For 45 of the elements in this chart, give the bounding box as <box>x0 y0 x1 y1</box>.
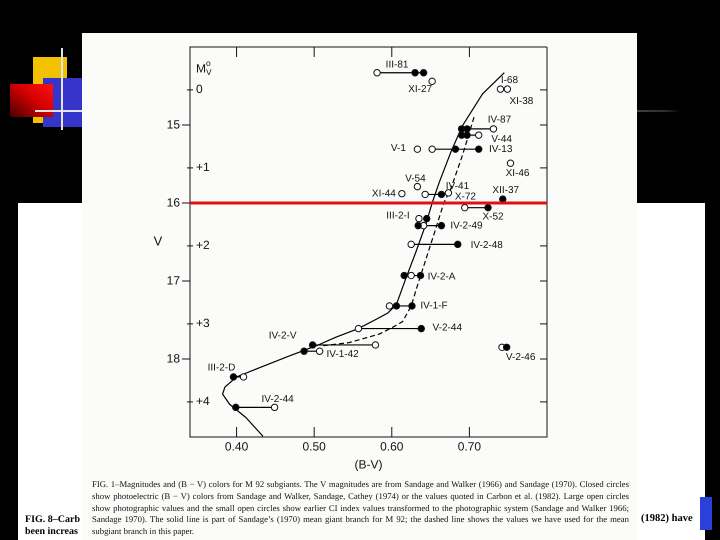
y2-tick-label: 0 <box>196 82 203 96</box>
text: (1982) have <box>641 513 693 524</box>
annotation: IV-2-V <box>268 330 297 342</box>
annotation: III-2-D <box>208 362 236 374</box>
y-axis-title: V <box>154 234 163 249</box>
annotation: IV-2-48 <box>470 240 504 252</box>
annotation: X-72 <box>454 192 476 203</box>
text: been increas <box>25 526 78 537</box>
annotation: V-2-46 <box>506 352 536 364</box>
annotation: IV-87 <box>488 114 512 126</box>
annotation: XI-44 <box>372 188 396 200</box>
x-axis-title: (B-V) <box>354 457 382 472</box>
annotation: XII-37 <box>492 184 520 196</box>
x-tick-label: 0.70 <box>458 440 482 454</box>
annotation: IV-1-F <box>420 300 448 312</box>
y2-tick-label: +3 <box>196 316 210 330</box>
annotation: IV-2-A <box>428 271 456 282</box>
annotation: V-1 <box>390 142 406 154</box>
annotation: XI-46 <box>506 168 530 179</box>
annotation: I-68 <box>500 74 518 86</box>
caption: FIG. 8–Carb <box>25 514 80 525</box>
annotation: IV-41 <box>446 181 470 192</box>
y-tick-label: 15 <box>166 117 180 132</box>
annotation: IV-2-44 <box>261 394 294 406</box>
y-tick-label: 18 <box>166 351 180 366</box>
x-tick-label: 0.60 <box>380 440 404 454</box>
annotation: IV-1-42 <box>326 348 360 360</box>
y-tick-label: 16 <box>166 195 180 210</box>
annotation: X-52 <box>482 211 504 222</box>
y2-tick-label: +1 <box>196 160 210 174</box>
annotation: XI-38 <box>509 96 534 107</box>
y2-tick-label: +2 <box>196 238 210 252</box>
x-tick-label: 0.40 <box>224 440 249 454</box>
annotation: III-81 <box>386 59 409 70</box>
y2-tick-label: +4 <box>196 394 210 408</box>
x-tick-label: 0.50 <box>302 440 326 454</box>
annotation: IV-13 <box>489 144 513 155</box>
caption: FIG. 1–Magnitudes and (B − V) colors for M 92 subgiants. The V magnitudes are from Sandage and Walker (1966) and Sandage (1970). Closed circles show photoelectric (B − V) colors from Sandage and Walker, Sandage, Cathey (1974) or the values quoted in Carbon et al. (1982). Large open circles show photographic values and the small open circles show earlier CI index values transformed to the photographic system (Sandage and Walker 1966; Sandage 1970). The solid line is part of Sandage’s (1970) mean giant branch for M 92; the dashed line shows the values we have used for the mean subgiant branch in this paper. <box>92 479 629 538</box>
annotation: IV-2-49 <box>450 220 484 232</box>
annotation: III-2-I <box>386 210 410 222</box>
annotation: V-44 <box>491 134 512 145</box>
annotation: XI-27 <box>408 84 433 96</box>
y-tick-label: 17 <box>166 273 180 288</box>
annotation: V-2-44 <box>432 322 462 334</box>
annotation: V-54 <box>405 173 426 184</box>
